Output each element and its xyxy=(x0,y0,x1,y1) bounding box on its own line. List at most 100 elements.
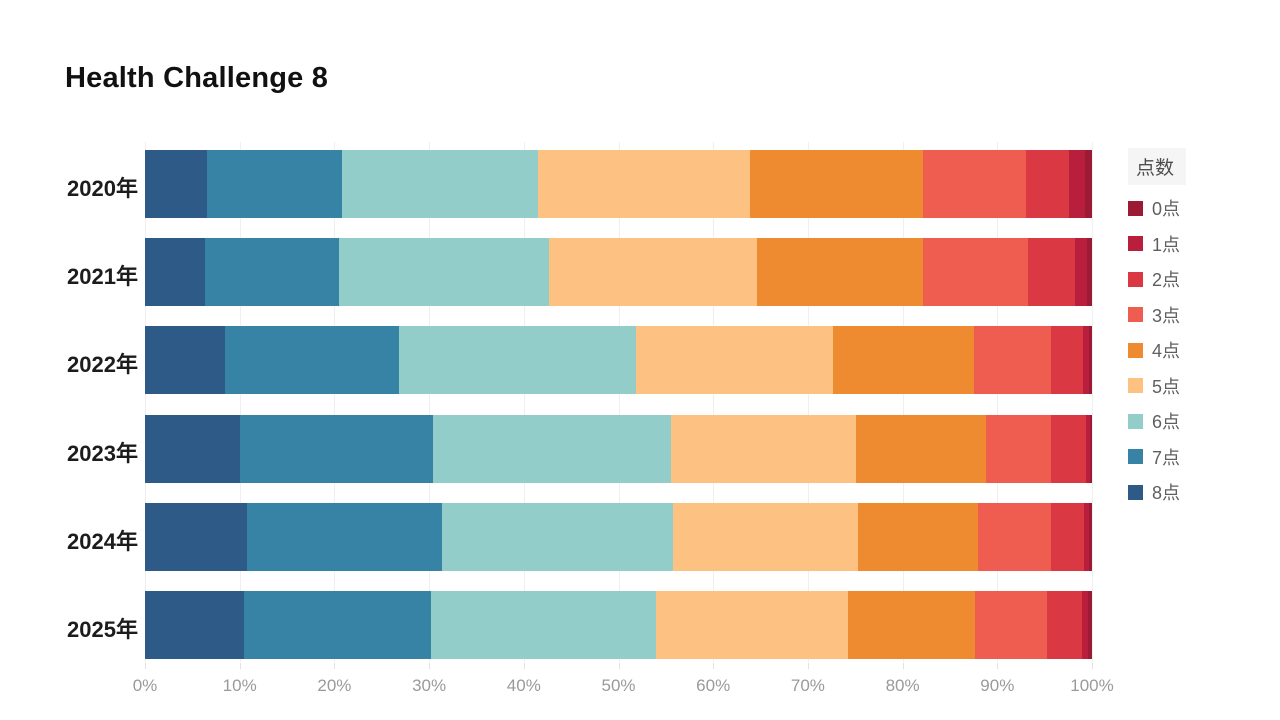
legend-item-8点[interactable]: 8点 xyxy=(1128,479,1228,505)
y-axis-label: 2025年 xyxy=(67,617,138,642)
x-axis-tick xyxy=(1092,663,1093,669)
bar-segment-3点[interactable] xyxy=(978,502,1052,571)
gridline xyxy=(429,142,431,662)
bar-row-2023年 xyxy=(145,414,1092,483)
bar-segment-1点[interactable] xyxy=(1083,326,1090,395)
gridline xyxy=(807,142,809,662)
bar-segment-6点[interactable] xyxy=(432,414,671,483)
bar-segment-1点[interactable] xyxy=(1074,238,1088,307)
bar-segment-3点[interactable] xyxy=(923,238,1028,307)
legend-items: 0点 1点 2点 3点 4点 5点 6点 7点 8点 xyxy=(1128,195,1228,505)
bar-segment-2点[interactable] xyxy=(1025,150,1070,218)
bar-row-2020年 xyxy=(145,150,1092,218)
gridline xyxy=(1092,142,1093,662)
bar-segment-8点[interactable] xyxy=(145,150,207,218)
gridline xyxy=(145,142,146,662)
gridline xyxy=(239,142,241,662)
bar-segment-3点[interactable] xyxy=(985,414,1052,483)
gridline xyxy=(997,142,999,662)
bar-segment-6点[interactable] xyxy=(341,150,538,218)
bar-segment-0点[interactable] xyxy=(1090,414,1092,483)
bar-segment-6点[interactable] xyxy=(442,502,674,571)
bar-segment-7点[interactable] xyxy=(239,414,433,483)
legend-item-label: 4点 xyxy=(1152,341,1181,361)
bar-segment-0点[interactable] xyxy=(1088,591,1092,659)
legend-item-1点[interactable]: 1点 xyxy=(1128,231,1228,257)
legend-item-4点[interactable]: 4点 xyxy=(1128,337,1228,363)
bar-segment-3点[interactable] xyxy=(974,591,1048,659)
bar-row-2021年 xyxy=(145,238,1092,307)
bar-row-2025年 xyxy=(145,591,1092,659)
x-axis-tick-label: 80% xyxy=(885,676,920,695)
bar-segment-5点[interactable] xyxy=(549,238,757,307)
x-axis-tick xyxy=(334,663,336,669)
x-axis-tick xyxy=(807,663,809,669)
legend-item-0点[interactable]: 0点 xyxy=(1128,195,1228,221)
x-axis-tick-label: 70% xyxy=(790,676,825,695)
bar-segment-1点[interactable] xyxy=(1086,414,1091,483)
legend-item-label: 7点 xyxy=(1152,447,1181,468)
bar-row-2022年 xyxy=(145,326,1092,395)
legend-item-6点[interactable]: 6点 xyxy=(1128,408,1228,434)
bar-segment-0点[interactable] xyxy=(1087,238,1092,307)
bar-segment-1点[interactable] xyxy=(1081,591,1089,659)
bar-segment-0点[interactable] xyxy=(1089,502,1092,571)
legend-item-5点[interactable]: 5点 xyxy=(1128,373,1228,399)
bar-segment-7点[interactable] xyxy=(244,591,431,659)
bar-segment-7点[interactable] xyxy=(204,238,340,307)
y-axis-label: 2023年 xyxy=(67,440,138,466)
bar-segment-6点[interactable] xyxy=(339,238,550,307)
gridline xyxy=(618,142,620,662)
bar-segment-3点[interactable] xyxy=(923,150,1026,218)
bar-segment-8点[interactable] xyxy=(145,591,245,659)
bar-segment-2点[interactable] xyxy=(1027,238,1075,307)
bar-segment-3点[interactable] xyxy=(973,326,1052,395)
bar-segment-4点[interactable] xyxy=(750,150,924,218)
bar-segment-1点[interactable] xyxy=(1084,502,1090,571)
legend-item-label: 3点 xyxy=(1152,305,1181,326)
bar-segment-2点[interactable] xyxy=(1051,326,1084,395)
bar-segment-4点[interactable] xyxy=(858,502,979,571)
legend-item-3点[interactable]: 3点 xyxy=(1128,302,1228,328)
y-axis-label: 2022年 xyxy=(67,352,138,378)
bar-segment-2点[interactable] xyxy=(1051,414,1087,483)
bar-segment-8点[interactable] xyxy=(145,502,248,571)
bar-segment-7点[interactable] xyxy=(224,326,399,395)
bar-segment-5点[interactable] xyxy=(656,591,848,659)
x-axis-tick-label: 50% xyxy=(601,676,636,695)
y-axis-label: 2020年 xyxy=(67,176,138,201)
bar-segment-2点[interactable] xyxy=(1051,502,1085,571)
bar-segment-7点[interactable] xyxy=(206,150,342,218)
legend-item-label: 1点 xyxy=(1152,234,1181,255)
legend-swatch-icon xyxy=(1128,413,1143,429)
bar-segment-1点[interactable] xyxy=(1069,150,1086,218)
bar-segment-0点[interactable] xyxy=(1085,150,1092,218)
bar-segment-0点[interactable] xyxy=(1089,326,1092,395)
bar-segment-8点[interactable] xyxy=(145,414,240,483)
y-axis-label: 2024年 xyxy=(67,528,138,554)
bar-segment-5点[interactable] xyxy=(673,502,859,571)
bar-segment-4点[interactable] xyxy=(856,414,986,483)
legend-item-label: 2点 xyxy=(1152,270,1181,290)
x-axis-tick xyxy=(429,663,431,669)
bar-segment-7点[interactable] xyxy=(247,502,443,571)
legend-item-label: 6点 xyxy=(1152,412,1181,432)
legend-swatch-icon xyxy=(1128,484,1143,500)
legend-item-7点[interactable]: 7点 xyxy=(1128,444,1228,470)
bar-segment-6点[interactable] xyxy=(430,591,657,659)
x-axis-tick xyxy=(902,663,904,669)
bar-segment-4点[interactable] xyxy=(756,238,924,307)
bar-segment-5点[interactable] xyxy=(635,326,833,395)
bar-segment-5点[interactable] xyxy=(537,150,751,218)
x-axis-tick xyxy=(713,663,715,669)
bar-segment-4点[interactable] xyxy=(847,591,975,659)
bar-segment-2点[interactable] xyxy=(1047,591,1082,659)
gridline xyxy=(523,142,525,662)
bar-segment-4点[interactable] xyxy=(832,326,974,395)
bar-segment-8点[interactable] xyxy=(145,238,205,307)
legend-swatch-icon xyxy=(1128,307,1143,322)
bar-segment-6点[interactable] xyxy=(398,326,636,395)
bar-segment-5点[interactable] xyxy=(670,414,857,483)
legend-item-2点[interactable]: 2点 xyxy=(1128,266,1228,292)
bar-segment-8点[interactable] xyxy=(145,326,225,395)
